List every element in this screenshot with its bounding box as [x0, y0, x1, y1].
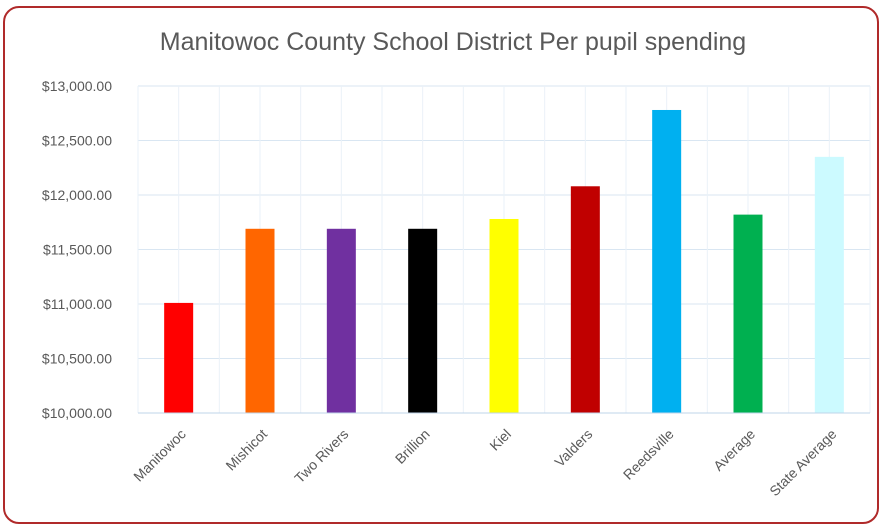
bar-manitowoc [164, 302, 194, 413]
y-tick-label: $11,500.00 [43, 242, 112, 258]
y-tick-label: $12,000.00 [42, 187, 112, 203]
bar-reedsville [652, 109, 682, 413]
x-category-label: Mishicot [222, 426, 270, 474]
x-axis-category-labels: Manitowoc Mishicot Two Rivers Brillion Kiel V… [130, 426, 839, 499]
bar-two-rivers [326, 228, 356, 413]
chart-title: Manitowoc County School District Per pup… [159, 28, 747, 56]
chart-frame [3, 6, 879, 524]
bar-average [733, 214, 763, 413]
y-tick-label: $10,000.00 [42, 405, 112, 421]
bars [164, 109, 844, 413]
y-tick-label: $10,500.00 [42, 351, 112, 367]
x-category-label: Kiel [486, 426, 514, 454]
x-category-label: Manitowoc [130, 426, 189, 485]
y-tick-label: $12,500.00 [42, 133, 112, 149]
bar-brillion [408, 228, 438, 413]
y-axis-tick-labels: $10,000.00 $10,500.00 $11,000.00 $11,500.00… [42, 78, 112, 421]
x-category-label: Reedsville [620, 426, 677, 483]
x-category-label: State Average [766, 426, 839, 499]
bar-valders [570, 186, 600, 413]
bar-kiel [489, 218, 519, 413]
y-tick-label: $13,000.00 [42, 78, 112, 94]
x-category-label: Brillion [392, 426, 433, 467]
bar-mishicot [245, 228, 275, 413]
x-category-label: Two Rivers [291, 426, 351, 486]
x-category-label: Average [710, 426, 758, 474]
y-tick-label: $11,000.00 [43, 296, 112, 312]
bar-state-average [814, 156, 844, 413]
x-category-label: Valders [551, 426, 595, 470]
